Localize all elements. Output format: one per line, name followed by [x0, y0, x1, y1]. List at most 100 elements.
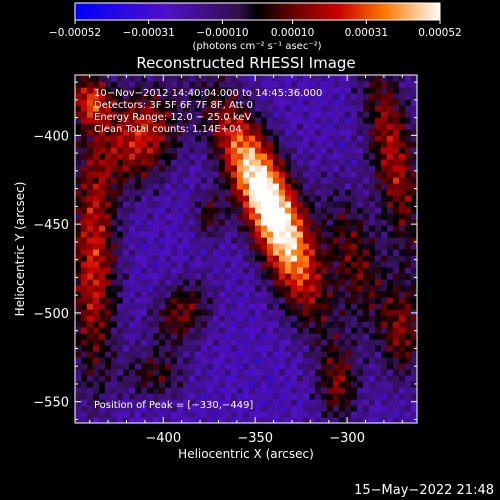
heatmap-cell: [387, 75, 394, 82]
heatmap-cell: [237, 381, 244, 388]
heatmap-cell: [225, 249, 232, 256]
heatmap-cell: [117, 267, 124, 274]
heatmap-cell: [105, 105, 112, 112]
heatmap-cell: [351, 279, 358, 286]
heatmap-cell: [99, 279, 106, 286]
heatmap-cell: [363, 177, 370, 184]
heatmap-cell: [231, 231, 238, 238]
heatmap-cell: [219, 405, 226, 412]
heatmap-cell: [177, 303, 184, 310]
heatmap-cell: [315, 291, 322, 298]
heatmap-cell: [357, 135, 364, 142]
heatmap-cell: [195, 243, 202, 250]
heatmap-cell: [135, 201, 142, 208]
heatmap-cell: [279, 399, 286, 406]
heatmap-cell: [363, 303, 370, 310]
heatmap-cell: [141, 411, 148, 418]
heatmap-cell: [255, 201, 262, 208]
heatmap-cell: [237, 153, 244, 160]
heatmap-cell: [381, 321, 388, 328]
heatmap-cell: [213, 75, 220, 82]
heatmap-cell: [231, 87, 238, 94]
heatmap-cell: [249, 339, 256, 346]
heatmap-cell: [237, 207, 244, 214]
heatmap-cell: [393, 297, 400, 304]
heatmap-cell: [135, 105, 142, 112]
heatmap-cell: [381, 171, 388, 178]
heatmap-cell: [315, 153, 322, 160]
heatmap-cell: [201, 357, 208, 364]
heatmap-cell: [213, 339, 220, 346]
heatmap-cell: [183, 123, 190, 130]
heatmap-cell: [165, 315, 172, 322]
heatmap-cell: [297, 387, 304, 394]
heatmap-cell: [243, 411, 250, 418]
heatmap-cell: [177, 159, 184, 166]
heatmap-cell: [159, 201, 166, 208]
heatmap-cell: [153, 411, 160, 418]
heatmap-cell: [405, 279, 412, 286]
heatmap-cell: [285, 225, 292, 232]
heatmap-cell: [189, 171, 196, 178]
heatmap-cell: [207, 213, 214, 220]
heatmap-cell: [309, 327, 316, 334]
heatmap-cell: [153, 417, 160, 423]
heatmap-cell: [315, 129, 322, 136]
heatmap-cell: [117, 201, 124, 208]
heatmap-cell: [345, 303, 352, 310]
heatmap-cell: [87, 363, 94, 370]
heatmap-cell: [219, 267, 226, 274]
heatmap-cell: [159, 273, 166, 280]
heatmap-cell: [375, 297, 382, 304]
heatmap-cell: [393, 129, 400, 136]
heatmap-cell: [381, 93, 388, 100]
heatmap-cell: [165, 309, 172, 316]
heatmap-cell: [147, 87, 154, 94]
heatmap-cell: [189, 291, 196, 298]
heatmap-cell: [243, 285, 250, 292]
heatmap-cell: [81, 99, 88, 106]
heatmap-cell: [399, 351, 406, 358]
heatmap-cell: [315, 165, 322, 172]
heatmap-cell: [87, 417, 94, 423]
heatmap-cell: [141, 327, 148, 334]
heatmap-cell: [207, 321, 214, 328]
heatmap-cell: [141, 207, 148, 214]
heatmap-cell: [297, 129, 304, 136]
heatmap-cell: [111, 345, 118, 352]
heatmap-cell: [177, 273, 184, 280]
heatmap-cell: [315, 309, 322, 316]
heatmap-cell: [351, 141, 358, 148]
heatmap-cell: [195, 225, 202, 232]
heatmap-cell: [231, 255, 238, 262]
heatmap-cell: [291, 291, 298, 298]
heatmap-cell: [249, 375, 256, 382]
heatmap-cell: [249, 267, 256, 274]
heatmap-cell: [87, 267, 94, 274]
heatmap-cell: [201, 279, 208, 286]
heatmap-cell: [399, 249, 406, 256]
heatmap-cell: [237, 249, 244, 256]
heatmap-cell: [363, 411, 370, 418]
heatmap-cell: [159, 303, 166, 310]
heatmap-cell: [327, 159, 334, 166]
heatmap-cell: [291, 285, 298, 292]
heatmap-cell: [183, 153, 190, 160]
heatmap-cell: [321, 183, 328, 190]
heatmap-cell: [273, 243, 280, 250]
heatmap-cell: [93, 273, 100, 280]
heatmap-cell: [189, 375, 196, 382]
heatmap-cell: [309, 351, 316, 358]
heatmap-cell: [111, 333, 118, 340]
heatmap-cell: [195, 357, 202, 364]
heatmap-cell: [183, 147, 190, 154]
heatmap-cell: [255, 183, 262, 190]
heatmap-cell: [279, 141, 286, 148]
heatmap-cell: [315, 123, 322, 130]
heatmap-cell: [255, 249, 262, 256]
heatmap-cell: [285, 99, 292, 106]
heatmap-cell: [339, 315, 346, 322]
heatmap-cell: [375, 219, 382, 226]
heatmap-cell: [309, 213, 316, 220]
heatmap-cell: [357, 387, 364, 394]
